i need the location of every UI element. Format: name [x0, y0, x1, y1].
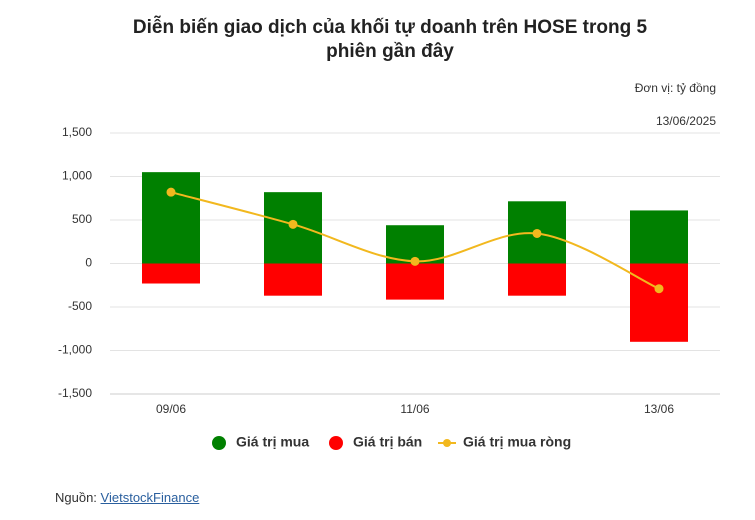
legend-label: Giá trị mua — [236, 434, 309, 450]
legend-marker — [212, 436, 226, 450]
y-tick-label: 1,000 — [62, 169, 92, 183]
chart: Diễn biến giao dịch của khối tự doanh tr… — [58, 16, 720, 450]
y-tick-label: 0 — [85, 256, 92, 270]
bar — [508, 263, 566, 296]
y-tick-label: -1,500 — [58, 386, 92, 400]
y-tick-label: -500 — [68, 299, 92, 313]
source-link[interactable]: VietstockFinance — [100, 490, 200, 505]
y-tick-label: 1,500 — [62, 125, 92, 139]
unit: Đơn vị: tỷ đồng — [635, 81, 716, 95]
x-tick-label: 13/06 — [644, 402, 674, 416]
legend-label: Giá trị bán — [353, 434, 422, 450]
line-point — [654, 284, 664, 294]
bar — [630, 210, 688, 264]
line-point — [410, 256, 420, 266]
y-tick-label: -1,000 — [58, 343, 92, 357]
source: Nguồn: VietstockFinance — [55, 490, 199, 505]
x-tick-label: 11/06 — [400, 402, 429, 416]
bar — [264, 263, 322, 296]
source-label: Nguồn: — [55, 490, 97, 505]
legend-marker — [443, 439, 451, 447]
bar — [142, 172, 200, 264]
x-tick-label: 09/06 — [156, 402, 186, 416]
line-point — [288, 219, 298, 229]
legend-label: Giá trị mua ròng — [463, 434, 571, 450]
legend-marker — [329, 436, 343, 450]
line-point — [166, 187, 176, 197]
chart-title: Diễn biến giao dịch của khối tự doanh tr… — [133, 16, 648, 62]
bar — [386, 263, 444, 300]
y-tick-label: 500 — [72, 212, 92, 226]
line-point — [532, 228, 542, 238]
bar — [142, 263, 200, 284]
date: 13/06/2025 — [656, 114, 716, 128]
bar — [630, 263, 688, 342]
